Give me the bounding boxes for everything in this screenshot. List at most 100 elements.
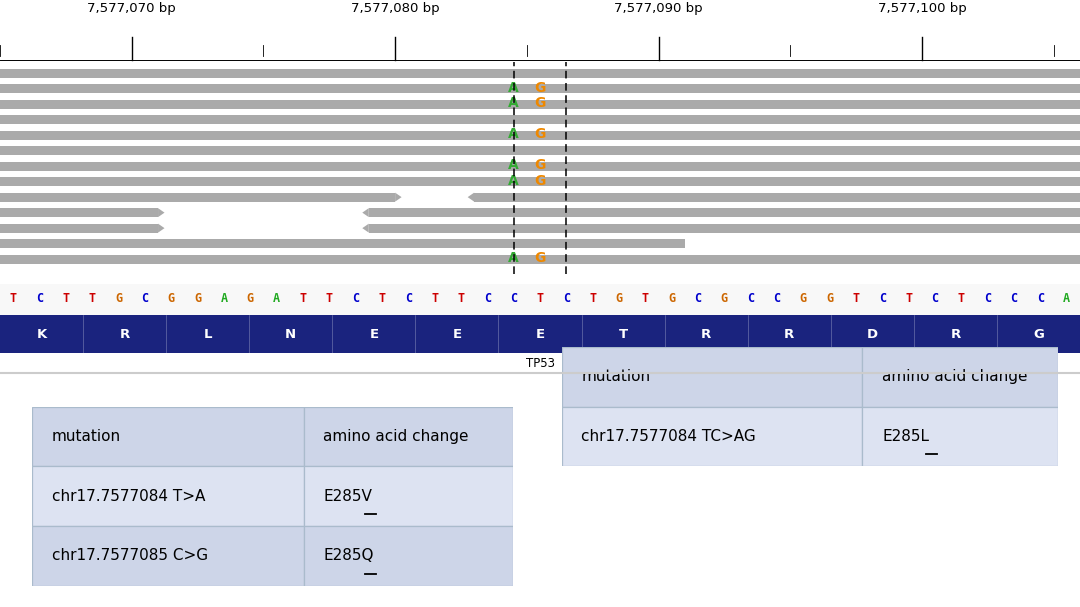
Text: E285V: E285V	[323, 489, 372, 504]
Text: G: G	[1034, 328, 1044, 341]
Text: R: R	[701, 328, 712, 341]
Bar	[0, 372, 1080, 375]
Text: R: R	[120, 328, 130, 341]
Text: C: C	[747, 292, 754, 305]
Text: R: R	[784, 328, 795, 341]
Text: C: C	[484, 292, 491, 305]
Text: T: T	[619, 328, 627, 341]
Bar	[0, 223, 158, 232]
Bar	[0, 283, 1080, 317]
Bar	[368, 223, 1080, 232]
Text: A: A	[509, 97, 519, 110]
Bar	[0, 316, 1080, 353]
Text: D: D	[867, 328, 878, 341]
Text: amino acid change: amino acid change	[323, 429, 469, 444]
Text: A: A	[509, 158, 519, 172]
Text: T: T	[589, 292, 596, 305]
Text: A: A	[220, 292, 228, 305]
Bar	[0, 177, 1080, 186]
Text: E: E	[453, 328, 461, 341]
Text: C: C	[405, 292, 411, 305]
Text: T: T	[905, 292, 913, 305]
Text: chr17.7577084 TC>AG: chr17.7577084 TC>AG	[581, 429, 756, 444]
Text: 7,577,080 bp: 7,577,080 bp	[351, 2, 440, 15]
Text: C: C	[984, 292, 991, 305]
Bar	[0, 255, 1080, 263]
Text: A: A	[509, 127, 519, 141]
Text: G: G	[800, 292, 807, 305]
Text: mutation: mutation	[581, 369, 650, 384]
Bar	[0, 115, 1080, 124]
Text: T: T	[63, 292, 69, 305]
Text: R: R	[950, 328, 960, 341]
Bar	[0, 0, 1080, 64]
Text: G: G	[194, 292, 201, 305]
Text: A: A	[509, 251, 519, 265]
Text: T: T	[458, 292, 464, 305]
Text: G: G	[669, 292, 675, 305]
Text: C: C	[141, 292, 148, 305]
Bar	[32, 466, 303, 526]
Bar	[562, 407, 862, 466]
Bar	[0, 100, 1080, 109]
Text: T: T	[10, 292, 16, 305]
Text: G: G	[720, 292, 728, 305]
Polygon shape	[362, 208, 368, 217]
Bar	[303, 526, 513, 586]
Text: T: T	[89, 292, 96, 305]
Text: G: G	[826, 292, 834, 305]
Text: E: E	[369, 328, 378, 341]
Bar	[368, 208, 1080, 217]
Text: E285L: E285L	[882, 429, 929, 444]
Text: 7,577,100 bp: 7,577,100 bp	[878, 2, 967, 15]
Bar	[32, 526, 303, 586]
Text: T: T	[958, 292, 966, 305]
Text: C: C	[510, 292, 517, 305]
Text: G: G	[535, 81, 545, 95]
Polygon shape	[158, 208, 164, 217]
Text: G: G	[535, 158, 545, 172]
Text: T: T	[378, 292, 386, 305]
Text: A: A	[273, 292, 280, 305]
Bar	[158, 220, 368, 236]
Text: G: G	[616, 292, 622, 305]
Text: C: C	[932, 292, 939, 305]
Text: A: A	[1064, 292, 1070, 305]
Text: A: A	[509, 81, 519, 95]
Text: C: C	[773, 292, 781, 305]
Text: mutation: mutation	[52, 429, 121, 444]
Text: T: T	[326, 292, 333, 305]
Text: chr17.7577085 C>G: chr17.7577085 C>G	[52, 548, 207, 563]
Bar	[32, 407, 303, 466]
Polygon shape	[395, 192, 402, 202]
Text: C: C	[1011, 292, 1017, 305]
Text: T: T	[852, 292, 860, 305]
Text: C: C	[352, 292, 360, 305]
Bar	[0, 161, 1080, 171]
Bar	[0, 84, 1080, 93]
Text: G: G	[114, 292, 122, 305]
Text: T: T	[299, 292, 307, 305]
Bar	[0, 69, 1080, 78]
Text: G: G	[535, 174, 545, 188]
Bar	[0, 146, 1080, 155]
Text: G: G	[535, 251, 545, 265]
Text: G: G	[246, 292, 254, 305]
Bar	[562, 347, 862, 407]
Text: TP53: TP53	[526, 358, 554, 370]
Text: K: K	[37, 328, 46, 341]
Bar	[0, 239, 685, 248]
Polygon shape	[158, 223, 164, 232]
Text: chr17.7577084 T>A: chr17.7577084 T>A	[52, 489, 205, 504]
Text: N: N	[285, 328, 296, 341]
Text: 7,577,070 bp: 7,577,070 bp	[87, 2, 176, 15]
Bar	[395, 189, 474, 205]
Text: C: C	[1037, 292, 1044, 305]
Text: C: C	[879, 292, 886, 305]
Text: E285Q: E285Q	[323, 548, 374, 563]
Bar	[862, 407, 1058, 466]
Bar	[303, 407, 513, 466]
Polygon shape	[468, 192, 474, 202]
Text: G: G	[535, 127, 545, 141]
Text: C: C	[563, 292, 570, 305]
